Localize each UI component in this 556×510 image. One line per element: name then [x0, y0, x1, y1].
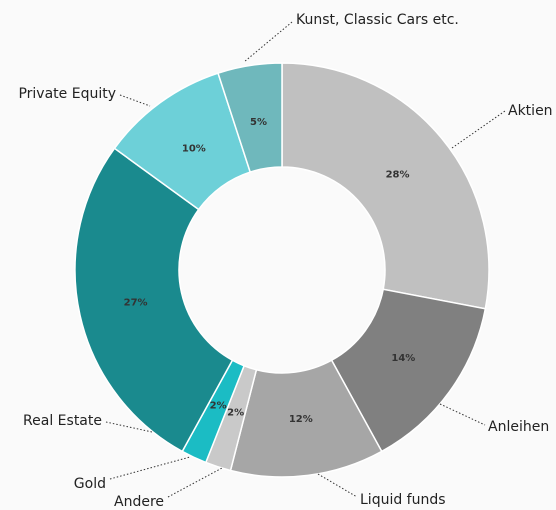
category-label: Liquid funds [360, 492, 446, 508]
category-label: Aktien [508, 103, 553, 119]
slice [74, 147, 234, 453]
leader-line [439, 403, 486, 426]
leader-line [317, 473, 358, 498]
slice [330, 288, 487, 453]
leader-line [105, 421, 153, 433]
leader-line [167, 467, 223, 498]
leader-line [109, 456, 191, 480]
value-label: 5% [250, 117, 267, 128]
value-label: 12% [289, 414, 313, 425]
value-label: 27% [124, 298, 148, 309]
leader-line [243, 21, 293, 63]
value-label: 2% [210, 401, 227, 412]
leader-line [119, 94, 151, 107]
value-label: 28% [386, 169, 410, 180]
slice [217, 62, 283, 173]
category-label: Andere [114, 494, 164, 510]
value-label: 10% [182, 144, 206, 155]
category-label: Kunst, Classic Cars etc. [296, 12, 459, 28]
leader-line [451, 110, 506, 149]
category-label: Anleihen [488, 419, 549, 435]
value-label: 14% [391, 353, 415, 364]
slice [281, 62, 490, 310]
category-label: Gold [74, 476, 106, 492]
category-label: Private Equity [18, 86, 116, 102]
value-label: 2% [227, 408, 244, 419]
category-label: Real Estate [23, 413, 102, 429]
